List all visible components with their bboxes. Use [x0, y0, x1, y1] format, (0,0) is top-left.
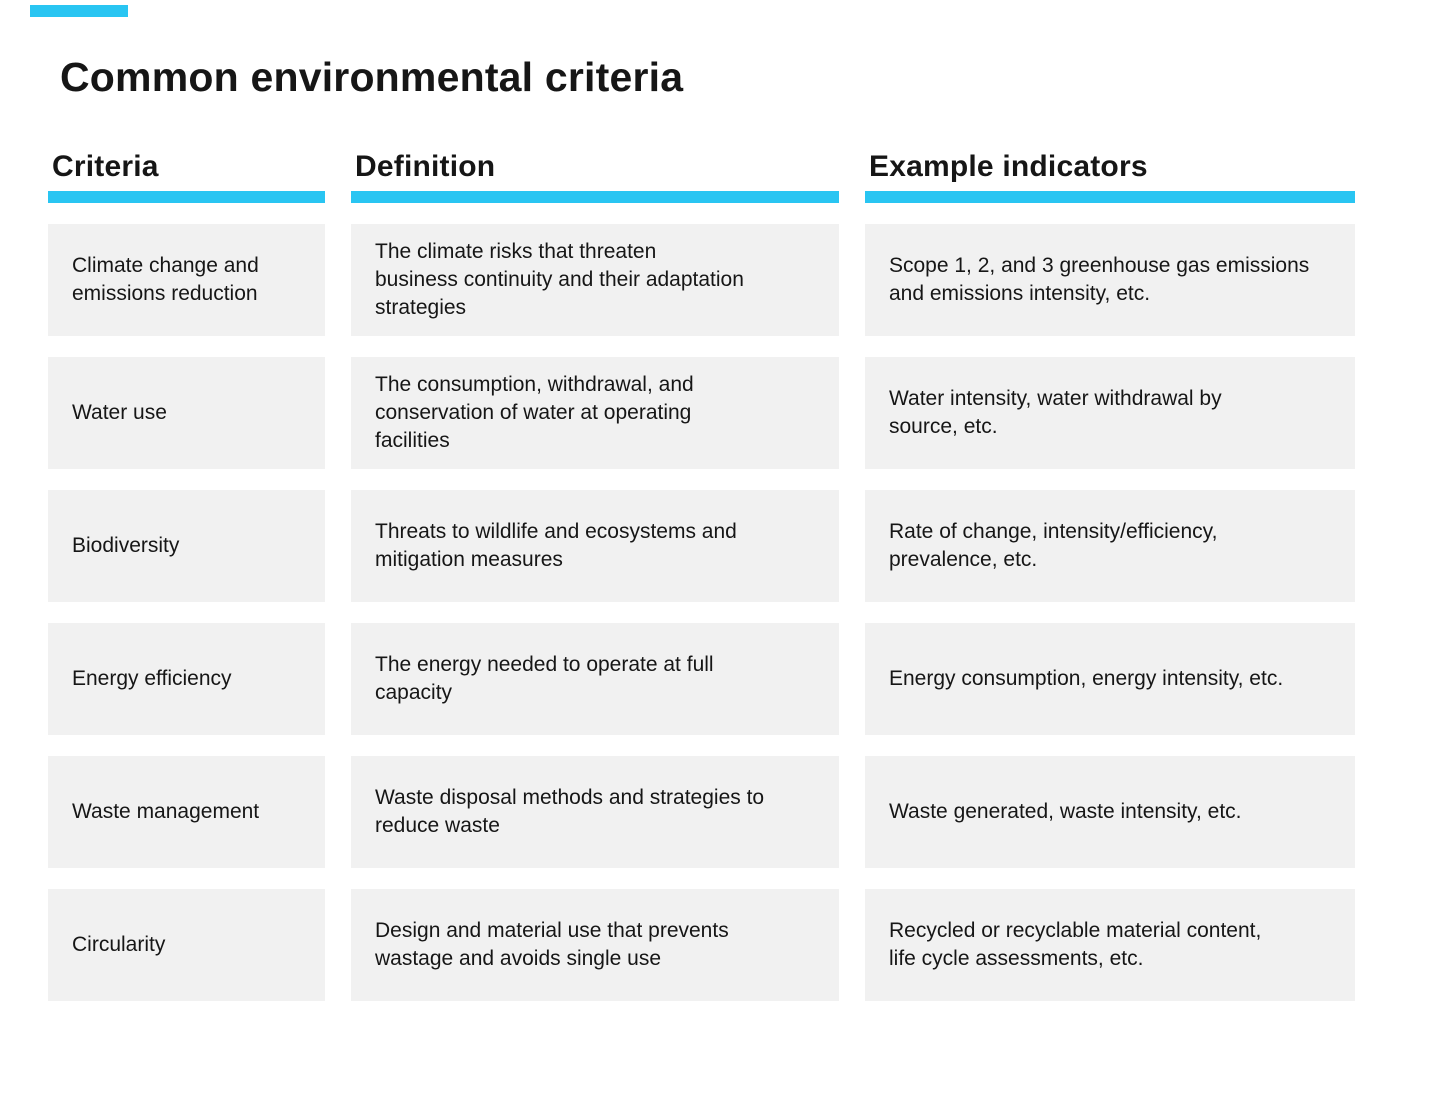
cell-criteria: Circularity — [48, 889, 325, 1001]
cell-criteria: Energy efficiency — [48, 623, 325, 735]
cell-definition: Threats to wildlife and ecosystems and m… — [351, 490, 839, 602]
cell-definition: The energy needed to operate at full cap… — [351, 623, 839, 735]
environmental-criteria-table: Criteria Definition Example indicators C… — [48, 150, 1355, 1001]
cell-definition: The climate risks that threaten business… — [351, 224, 839, 336]
cell-indicators: Rate of change, intensity/efficiency, pr… — [865, 490, 1355, 602]
column-header-label: Definition — [355, 150, 496, 183]
cell-criteria: Biodiversity — [48, 490, 325, 602]
cell-definition: Design and material use that prevents wa… — [351, 889, 839, 1001]
header-underline — [865, 191, 1355, 203]
cell-criteria: Water use — [48, 357, 325, 469]
column-header-label: Example indicators — [869, 150, 1148, 183]
cell-criteria: Climate change and emissions reduction — [48, 224, 325, 336]
header-underline — [351, 191, 839, 203]
cell-indicators: Waste generated, waste intensity, etc. — [865, 756, 1355, 868]
cell-indicators: Scope 1, 2, and 3 greenhouse gas emissio… — [865, 224, 1355, 336]
cell-indicators: Water intensity, water withdrawal by sou… — [865, 357, 1355, 469]
cell-indicators: Recycled or recyclable material content,… — [865, 889, 1355, 1001]
column-header-label: Criteria — [52, 150, 159, 183]
cell-indicators: Energy consumption, energy intensity, et… — [865, 623, 1355, 735]
page-title: Common environmental criteria — [60, 54, 684, 100]
column-header-definition: Definition — [351, 150, 839, 203]
cell-definition: The consumption, withdrawal, and conserv… — [351, 357, 839, 469]
column-header-criteria: Criteria — [48, 150, 325, 203]
header-underline — [48, 191, 325, 203]
cell-criteria: Waste management — [48, 756, 325, 868]
brand-accent-bar — [30, 5, 128, 17]
column-header-indicators: Example indicators — [865, 150, 1355, 203]
cell-definition: Waste disposal methods and strategies to… — [351, 756, 839, 868]
